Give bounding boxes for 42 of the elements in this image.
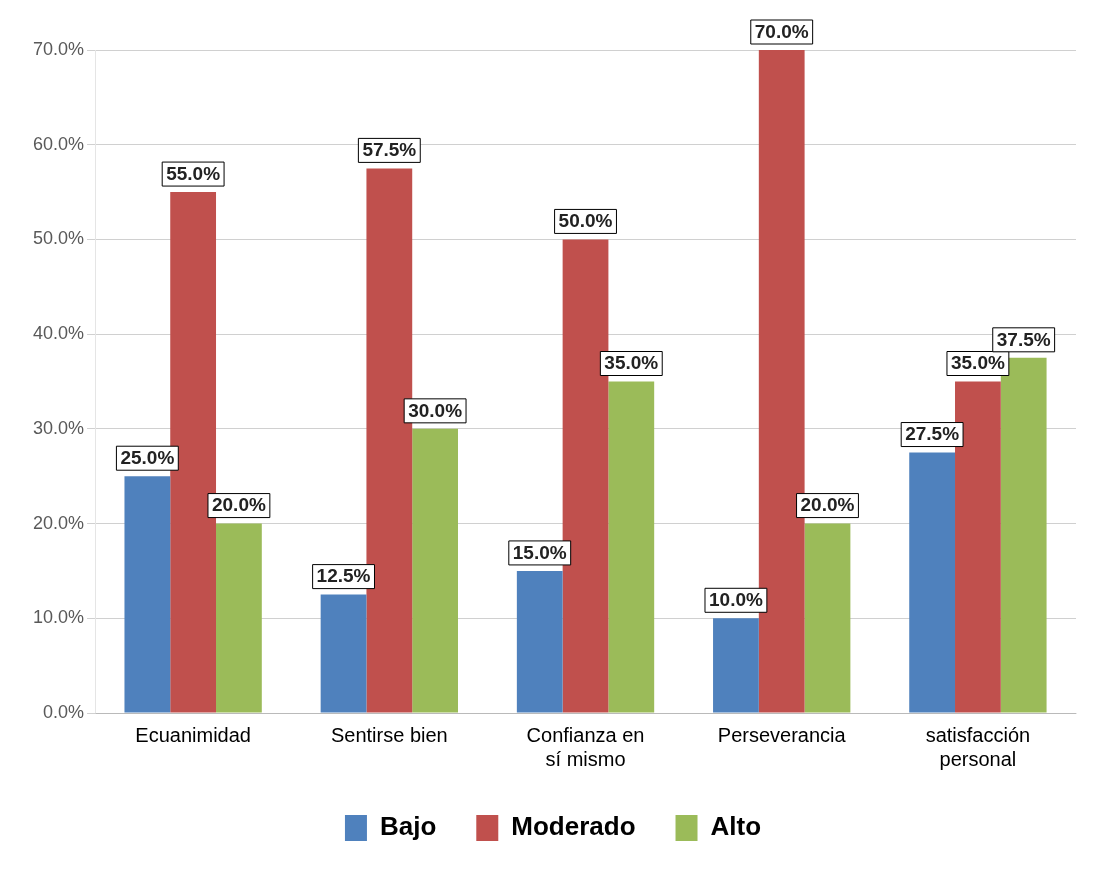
bar bbox=[124, 476, 171, 713]
data-label: 25.0% bbox=[120, 446, 175, 468]
y-tick-label: 70.0% bbox=[32, 38, 85, 59]
data-label: 27.5% bbox=[905, 423, 960, 445]
bar bbox=[608, 381, 655, 713]
data-label: 20.0% bbox=[211, 494, 266, 516]
data-label: 50.0% bbox=[558, 210, 613, 232]
legend-label: Bajo bbox=[379, 811, 437, 842]
category-label: Confianza en bbox=[526, 723, 645, 746]
data-label: 15.0% bbox=[512, 541, 567, 563]
bar bbox=[412, 428, 458, 713]
bar bbox=[804, 523, 851, 713]
y-tick-label: 20.0% bbox=[32, 512, 85, 533]
data-label: 30.0% bbox=[408, 399, 463, 421]
data-label: 20.0% bbox=[800, 494, 855, 516]
category-label: Sentirse bien bbox=[330, 723, 448, 746]
category-label: satisfacción bbox=[925, 723, 1031, 746]
category-label: sí mismo bbox=[545, 747, 626, 770]
category-label: personal bbox=[939, 747, 1017, 770]
y-tick-label: 10.0% bbox=[32, 607, 85, 628]
data-label: 35.0% bbox=[950, 352, 1005, 374]
x-tick-label: Ecuanimidad bbox=[135, 723, 251, 746]
y-tick-label: 60.0% bbox=[32, 133, 85, 154]
y-tick-label: 50.0% bbox=[32, 228, 85, 249]
y-tick-label: 40.0% bbox=[32, 323, 85, 344]
bar bbox=[216, 523, 262, 713]
data-label: 37.5% bbox=[996, 328, 1051, 350]
data-label: 55.0% bbox=[166, 162, 221, 184]
data-label: 12.5% bbox=[316, 565, 371, 587]
y-tick-label: 0.0% bbox=[43, 701, 85, 722]
data-label: 10.0% bbox=[709, 589, 763, 611]
legend-label: Alto bbox=[710, 811, 762, 842]
x-tick-label: Perseverancia bbox=[717, 723, 847, 746]
data-label: 57.5% bbox=[362, 139, 417, 161]
bar bbox=[909, 452, 956, 713]
bar bbox=[516, 570, 563, 713]
legend-label: Moderado bbox=[511, 811, 636, 842]
bar bbox=[320, 594, 367, 713]
bar bbox=[713, 618, 759, 713]
y-tick-label: 30.0% bbox=[32, 417, 85, 438]
data-label: 35.0% bbox=[604, 352, 659, 374]
data-label: 70.0% bbox=[754, 20, 809, 42]
